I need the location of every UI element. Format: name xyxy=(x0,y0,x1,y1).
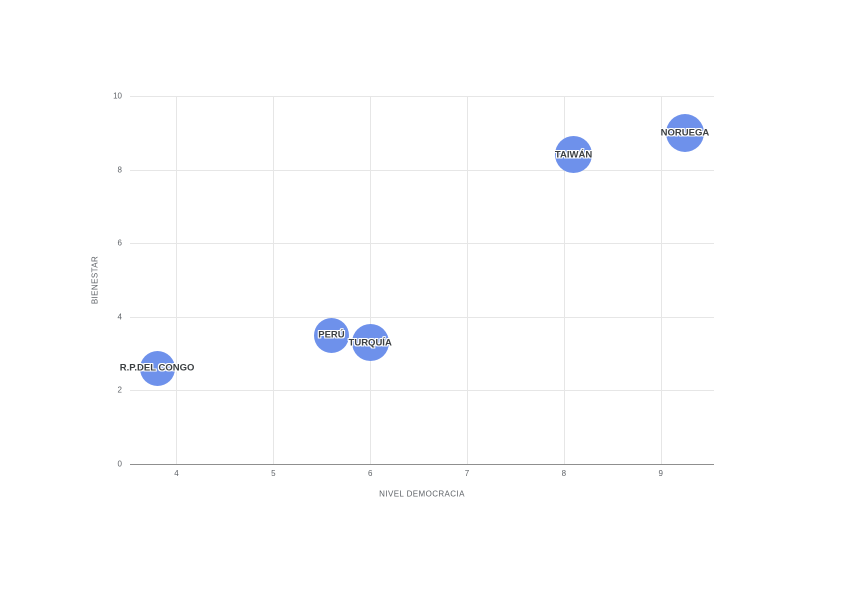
y-tick-label: 4 xyxy=(117,312,122,322)
x-tick-label: 5 xyxy=(271,469,276,478)
y-tick-label: 2 xyxy=(117,385,122,395)
plot-area: 0 2 4 6 8 10 4 5 6 7 8 9 R.P.DEL CONGO PERÚ TURQUÍA TAI… xyxy=(113,92,714,478)
h-gridline xyxy=(130,96,714,97)
bubble-point[interactable] xyxy=(139,350,175,386)
bubble-label: TURQUÍA xyxy=(348,337,392,349)
v-gridline xyxy=(563,96,565,464)
bubble-label: R.P.DEL CONGO xyxy=(119,362,195,374)
h-gridline xyxy=(130,169,714,171)
y-tick-label: 0 xyxy=(117,459,122,469)
x-axis-title: NIVEL DEMOCRACIA xyxy=(379,489,465,499)
v-gridline xyxy=(467,96,469,464)
y-tick-label: 8 xyxy=(117,165,122,175)
y-tick-label: 10 xyxy=(113,91,122,101)
x-tick-label: 9 xyxy=(658,469,663,478)
bubble-label: TAIWÁN xyxy=(554,149,593,161)
bubble-point[interactable] xyxy=(665,113,704,152)
bubble-label: PERÚ xyxy=(318,329,345,341)
v-gridline xyxy=(273,96,275,464)
v-gridline xyxy=(660,96,662,464)
y-tick-label: 6 xyxy=(117,238,122,248)
bubble-point[interactable] xyxy=(351,324,389,362)
h-gridline xyxy=(130,243,714,245)
h-gridline xyxy=(130,316,714,318)
x-tick-label: 7 xyxy=(464,469,470,478)
x-tick-label: 6 xyxy=(367,469,373,478)
y-axis-title: BIENESTAR xyxy=(90,255,100,305)
v-gridline xyxy=(370,96,372,464)
x-axis-baseline xyxy=(130,464,714,465)
x-tick-label: 4 xyxy=(174,469,179,478)
bubble-point[interactable] xyxy=(555,136,593,174)
h-gridline xyxy=(130,390,714,392)
bubble-point[interactable] xyxy=(313,317,349,353)
v-gridline xyxy=(176,96,178,464)
bubble-label: NORUEGA xyxy=(660,127,710,139)
x-tick-label: 8 xyxy=(561,469,567,478)
